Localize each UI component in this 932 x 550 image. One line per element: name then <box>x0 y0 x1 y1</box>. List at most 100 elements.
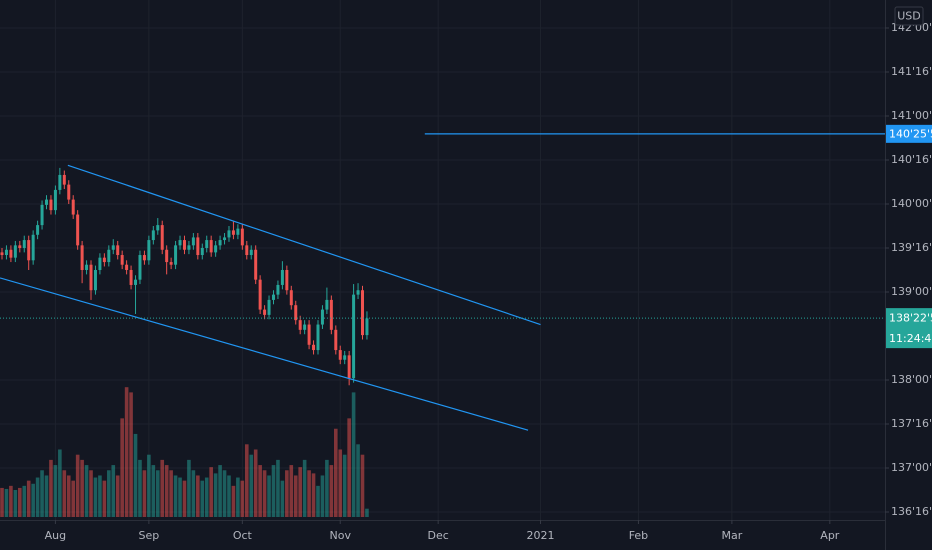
candle-body <box>76 214 80 246</box>
volume-bar <box>164 465 169 517</box>
volume-bar <box>222 470 227 517</box>
volume-bar <box>325 459 329 517</box>
candle-body <box>258 279 262 310</box>
candle-body <box>178 240 182 246</box>
candle-body <box>4 249 8 256</box>
volume-bar <box>26 480 31 517</box>
volume-bar <box>107 470 111 517</box>
volume-bar <box>365 508 369 517</box>
volume-bar <box>187 459 191 517</box>
candle-body <box>156 225 160 231</box>
candle-body <box>338 350 342 360</box>
hline-label: 140'25'5 <box>889 127 932 140</box>
volume-bar <box>53 465 58 517</box>
candle-body <box>334 329 338 351</box>
candle-body <box>49 199 53 211</box>
volume-bar <box>0 487 4 517</box>
candle-body <box>298 320 302 330</box>
volume-bar <box>49 459 53 517</box>
candle-body <box>240 228 244 246</box>
volume-bar <box>218 465 222 517</box>
candle-body <box>245 245 249 256</box>
volume-bar <box>320 475 325 517</box>
candle-body <box>80 245 84 270</box>
volume-bar <box>302 459 307 517</box>
volume-bar <box>84 465 89 517</box>
volume-bar <box>191 470 196 517</box>
y-tick-label: 139'16'0 <box>891 241 932 254</box>
candle-body <box>53 189 57 211</box>
x-tick-label: Nov <box>330 529 352 542</box>
volume-bar <box>307 470 311 517</box>
volume-bar <box>347 418 351 517</box>
volume-bar <box>138 459 142 517</box>
volume-bar <box>236 477 240 517</box>
candle-body <box>267 299 271 315</box>
volume-bar <box>182 480 187 517</box>
volume-bar <box>31 483 35 517</box>
candle-body <box>165 249 169 263</box>
x-tick-label: Apr <box>820 529 840 542</box>
candle-body <box>160 225 164 250</box>
x-tick-label: Aug <box>45 529 66 542</box>
y-tick-label: 138'00'0 <box>891 373 932 386</box>
candle-body <box>289 290 293 306</box>
candle-body <box>45 199 49 205</box>
volume-bar <box>227 475 231 517</box>
candle-body <box>85 264 89 270</box>
volume-bar <box>124 387 129 517</box>
candle-body <box>89 264 93 291</box>
volume-bar <box>244 444 249 517</box>
candle-body <box>218 240 222 246</box>
candle-body <box>196 237 200 256</box>
volume-bar <box>231 485 236 517</box>
candle-body <box>40 204 44 226</box>
candle-body <box>125 264 129 270</box>
candle-body <box>191 237 195 246</box>
y-tick-label: 137'16'0 <box>891 417 932 430</box>
candle-body <box>9 249 13 258</box>
candle-body <box>356 290 360 295</box>
axes: 142'00'0141'16'0141'00'0140'16'0140'00'0… <box>45 21 932 542</box>
candles <box>0 167 369 386</box>
candle-body <box>120 255 124 265</box>
candle-body <box>93 269 97 291</box>
volume-bar <box>267 475 271 517</box>
x-tick-label: Mar <box>722 529 743 542</box>
candle-body <box>0 252 4 256</box>
volume-bar <box>98 475 102 517</box>
candle-body <box>142 255 146 261</box>
candle-body <box>98 257 102 270</box>
candle-body <box>102 257 106 263</box>
candle-body <box>62 174 66 185</box>
volume-bar <box>258 465 262 517</box>
volume-bar <box>338 449 343 517</box>
currency-box[interactable] <box>894 6 924 26</box>
volume-bar <box>9 485 13 517</box>
candle-body <box>71 199 75 215</box>
volume-bar <box>342 454 347 517</box>
candle-body <box>214 245 218 253</box>
volume-bar <box>169 470 173 517</box>
candle-body <box>22 240 26 248</box>
volume-bar <box>80 459 84 517</box>
volume-bar <box>155 470 160 517</box>
volume-bar <box>262 470 267 517</box>
y-tick-label: 137'00'0 <box>891 461 932 474</box>
volume-bar <box>129 392 133 517</box>
volume-bar <box>66 475 71 517</box>
candle-body <box>329 299 333 330</box>
volume-bar <box>240 480 245 517</box>
candle-body <box>249 249 253 256</box>
volume-bar <box>356 444 360 517</box>
volume-bar <box>75 454 80 517</box>
candle-body <box>147 240 151 261</box>
volume-bar <box>285 470 289 517</box>
candle-body <box>285 269 289 291</box>
candle-body <box>347 355 351 379</box>
candle-body <box>200 247 204 256</box>
volume-bar <box>289 465 294 517</box>
x-tick-label: Feb <box>629 529 648 542</box>
candle-body <box>303 324 307 330</box>
candle-body <box>352 294 356 379</box>
